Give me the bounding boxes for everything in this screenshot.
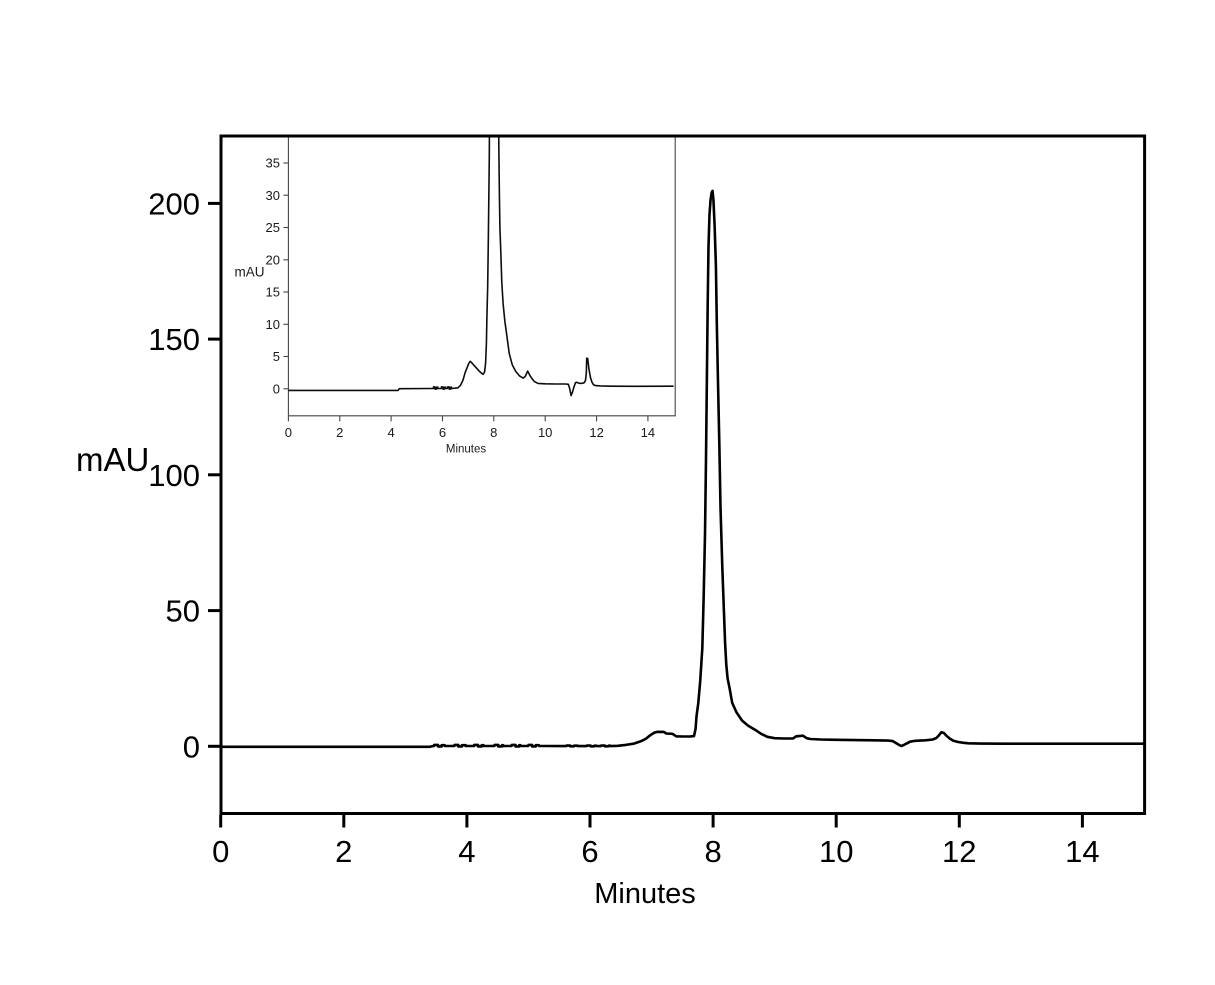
svg-text:100: 100 [148, 458, 200, 493]
svg-text:0: 0 [285, 425, 292, 440]
svg-text:50: 50 [166, 594, 200, 629]
svg-text:2: 2 [336, 425, 343, 440]
svg-text:10: 10 [819, 834, 853, 869]
svg-text:150: 150 [148, 322, 200, 357]
svg-text:4: 4 [458, 834, 475, 869]
svg-text:2: 2 [335, 834, 352, 869]
svg-text:4: 4 [387, 425, 394, 440]
svg-text:200: 200 [148, 186, 200, 221]
svg-text:6: 6 [439, 425, 446, 440]
svg-text:5: 5 [273, 349, 280, 364]
svg-text:14: 14 [1065, 834, 1099, 869]
svg-text:14: 14 [641, 425, 655, 440]
svg-text:0: 0 [212, 834, 229, 869]
svg-text:25: 25 [266, 220, 280, 235]
svg-text:15: 15 [266, 285, 280, 300]
svg-text:10: 10 [538, 425, 552, 440]
svg-text:mAU: mAU [76, 441, 149, 478]
svg-text:20: 20 [266, 252, 280, 267]
svg-text:mAU: mAU [235, 264, 265, 279]
svg-text:Minutes: Minutes [446, 444, 487, 456]
svg-text:10: 10 [266, 317, 280, 332]
svg-text:12: 12 [589, 425, 603, 440]
svg-text:8: 8 [704, 834, 721, 869]
svg-text:Minutes: Minutes [594, 878, 696, 910]
svg-text:35: 35 [266, 156, 280, 171]
svg-text:12: 12 [942, 834, 976, 869]
svg-text:6: 6 [581, 834, 598, 869]
svg-text:30: 30 [266, 188, 280, 203]
svg-text:8: 8 [490, 425, 497, 440]
svg-text:0: 0 [273, 381, 280, 396]
svg-text:0: 0 [183, 729, 200, 764]
